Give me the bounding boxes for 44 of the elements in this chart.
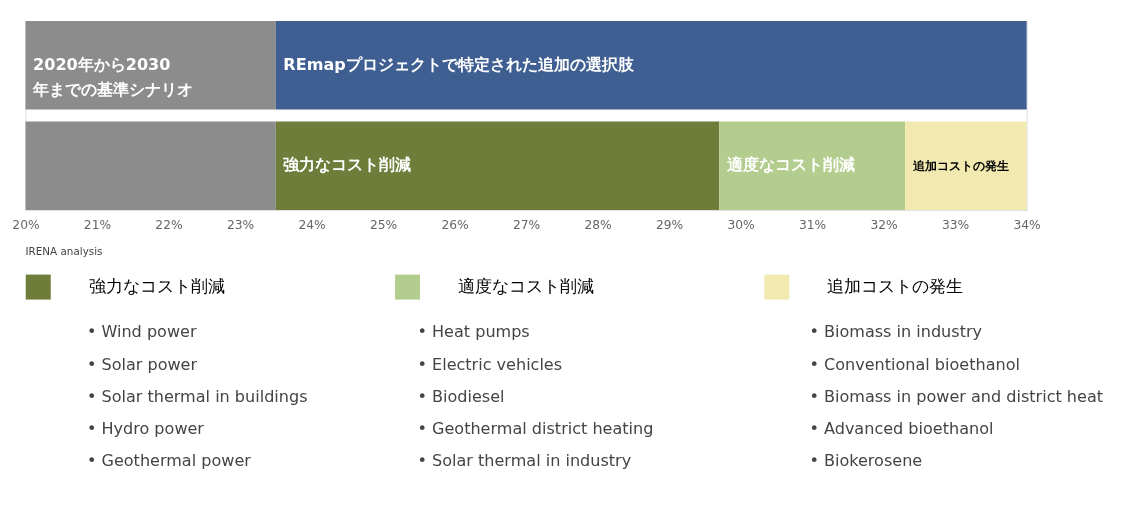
- text: • Solar thermal in buildings: [86, 386, 308, 406]
- legend-label: 適度なコスト削減: [458, 275, 595, 296]
- text: • Geothermal district heating: [417, 418, 654, 438]
- bar: [275, 21, 1027, 110]
- text: • Advanced bioethanol: [809, 418, 994, 438]
- text: • Solar thermal in industry: [417, 450, 632, 470]
- series-label: REmapプロジェクトで特定された追加の選択肢: [283, 55, 635, 75]
- text: • Geothermal power: [86, 450, 252, 470]
- text: • Biokerosene: [809, 450, 923, 470]
- text: • Biodiesel: [417, 386, 505, 406]
- x-tick-label: 32%: [870, 218, 898, 233]
- x-tick-label: 28%: [584, 218, 612, 233]
- x-tick-label: 20%: [12, 218, 40, 233]
- text: • Hydro power: [86, 418, 205, 438]
- text: • Conventional bioethanol: [809, 354, 1020, 374]
- text: IRENA analysis: [25, 245, 103, 258]
- x-tick-label: 22%: [155, 218, 183, 233]
- x-tick-label: 27%: [512, 218, 541, 233]
- x-tick-label: 34%: [1013, 218, 1041, 233]
- x-tick-label: 26%: [441, 218, 469, 233]
- legend-label: 追加コストの発生: [827, 275, 964, 296]
- bar: [905, 121, 1027, 210]
- text: 追加コストの発生: [912, 158, 1009, 173]
- x-tick-label: 33%: [941, 218, 970, 233]
- text: 強力なコスト削減: [283, 155, 412, 175]
- text: • Wind power: [86, 322, 197, 342]
- x-tick-label: 23%: [226, 218, 255, 233]
- bar: [719, 121, 906, 210]
- legend-label: 強力なコスト削減: [88, 275, 225, 296]
- bar: [275, 121, 720, 210]
- x-tick-label: 21%: [83, 218, 112, 233]
- bar: [25, 121, 276, 210]
- text: 適度なコスト削減: [726, 155, 855, 175]
- x-tick-label: 24%: [298, 218, 326, 233]
- x-tick-label: 29%: [655, 218, 684, 233]
- text: • Solar power: [86, 354, 198, 374]
- text: • Biomass in industry: [809, 322, 983, 342]
- text: • Biomass in power and district heat: [809, 386, 1104, 406]
- text: • Electric vehicles: [417, 354, 563, 374]
- x-tick-label: 30%: [727, 218, 755, 233]
- series-label: 2020年から2030年までの基準シナリオ: [32, 55, 194, 99]
- x-tick-label: 31%: [798, 218, 827, 233]
- text: • Heat pumps: [417, 322, 530, 342]
- x-tick-label: 25%: [369, 218, 398, 233]
